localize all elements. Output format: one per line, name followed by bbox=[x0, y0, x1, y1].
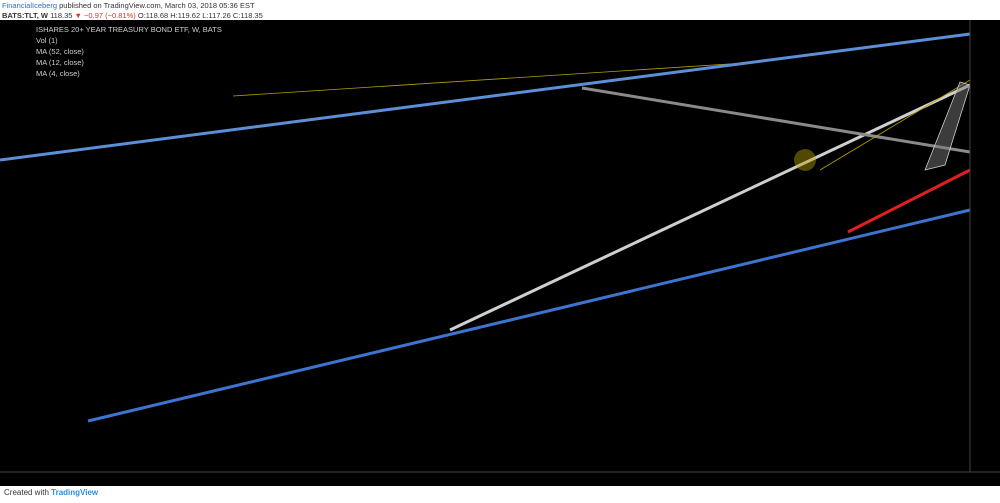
trendline bbox=[847, 168, 971, 234]
price: 118.35 bbox=[50, 10, 73, 20]
footer: Created with TradingView bbox=[4, 488, 98, 497]
drawings bbox=[0, 32, 971, 423]
ohlc: O:118.68 H:119.62 L:117.26 C:118.35 bbox=[137, 10, 263, 20]
legend-entry: MA (4, close) bbox=[36, 69, 80, 78]
published: published on TradingView.com, March 03, … bbox=[59, 1, 255, 10]
legend-entry: MA (12, close) bbox=[36, 58, 84, 67]
trendline bbox=[581, 86, 971, 154]
trendline bbox=[87, 208, 971, 423]
brand[interactable]: TradingView bbox=[51, 488, 99, 497]
header: FinancialIceberg published on TradingVie… bbox=[2, 1, 263, 20]
trendline bbox=[232, 61, 761, 97]
legend-entry: Vol (1) bbox=[36, 36, 58, 45]
chart-background bbox=[0, 20, 1000, 486]
publisher[interactable]: FinancialIceberg bbox=[2, 1, 58, 10]
publish-line: FinancialIceberg published on TradingVie… bbox=[2, 1, 263, 11]
chart-title: ISHARES 20+ YEAR TREASURY BOND ETF, W, B… bbox=[36, 25, 222, 34]
price-axis bbox=[970, 20, 1000, 486]
trendline bbox=[819, 79, 971, 171]
legend: ISHARES 20+ YEAR TREASURY BOND ETF, W, B… bbox=[36, 25, 222, 78]
trendline bbox=[449, 83, 971, 332]
marker-circle bbox=[794, 149, 816, 171]
chart: ISHARES 20+ YEAR TREASURY BOND ETF, W, B… bbox=[0, 20, 1000, 486]
trendline bbox=[0, 32, 971, 162]
created: Created with bbox=[4, 488, 49, 497]
symbol: BATS:TLT, W bbox=[2, 10, 48, 20]
legend-entry: MA (52, close) bbox=[36, 47, 84, 56]
change: ▼ −0.97 (−0.81%) bbox=[74, 10, 136, 20]
symbol-line: BATS:TLT, W 118.35 ▼ −0.97 (−0.81%) O:11… bbox=[2, 11, 263, 21]
